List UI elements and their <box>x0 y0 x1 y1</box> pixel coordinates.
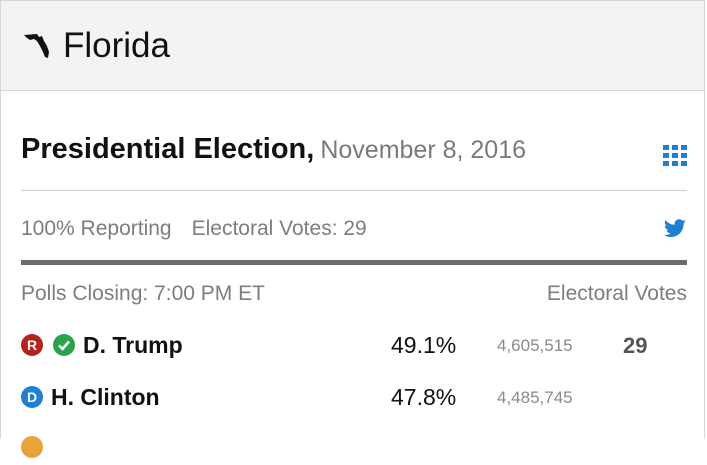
reporting-row: 100% Reporting Electoral Votes: 29 <box>21 217 687 245</box>
polls-row: Polls Closing: 7:00 PM ET Electoral Vote… <box>21 282 687 308</box>
polls-closing: Polls Closing: 7:00 PM ET <box>21 282 265 305</box>
republican-party-badge: R <box>21 334 43 356</box>
candidate-name: D. Trump <box>83 332 183 358</box>
race-date: November 8, 2016 <box>320 136 527 164</box>
candidate-percent: 47.8% <box>391 384 457 410</box>
state-name: Florida <box>63 25 170 65</box>
candidate-percent: 49.1% <box>391 332 457 358</box>
race-title-row: Presidential Election, November 8, 2016 <box>21 133 687 177</box>
candidate-row-partial <box>21 433 687 465</box>
candidate-name: H. Clinton <box>51 384 160 410</box>
democrat-party-badge: D <box>21 386 43 408</box>
candidate-electoral-votes: 29 <box>623 333 648 358</box>
twitter-icon[interactable] <box>663 219 687 245</box>
grid-icon[interactable] <box>663 145 687 172</box>
candidate-votes: 4,605,515 <box>497 336 573 355</box>
reporting-status: 100% Reporting <box>21 217 172 240</box>
winner-check-icon <box>53 334 75 356</box>
florida-state-icon <box>23 31 53 61</box>
state-header: Florida <box>0 0 705 91</box>
divider <box>21 190 687 191</box>
candidate-row: D H. Clinton 47.8% 4,485,745 <box>21 383 687 415</box>
race-title: Presidential Election, <box>21 133 315 165</box>
electoral-votes-label: Electoral Votes: 29 <box>191 217 367 240</box>
candidate-votes: 4,485,745 <box>497 388 573 407</box>
results-divider <box>21 260 687 265</box>
candidate-row: R D. Trump 49.1% 4,605,515 29 <box>21 331 687 363</box>
race-card: Presidential Election, November 8, 2016 1… <box>0 91 705 458</box>
party-badge <box>21 436 43 458</box>
electoral-votes-header: Electoral Votes <box>546 282 687 305</box>
